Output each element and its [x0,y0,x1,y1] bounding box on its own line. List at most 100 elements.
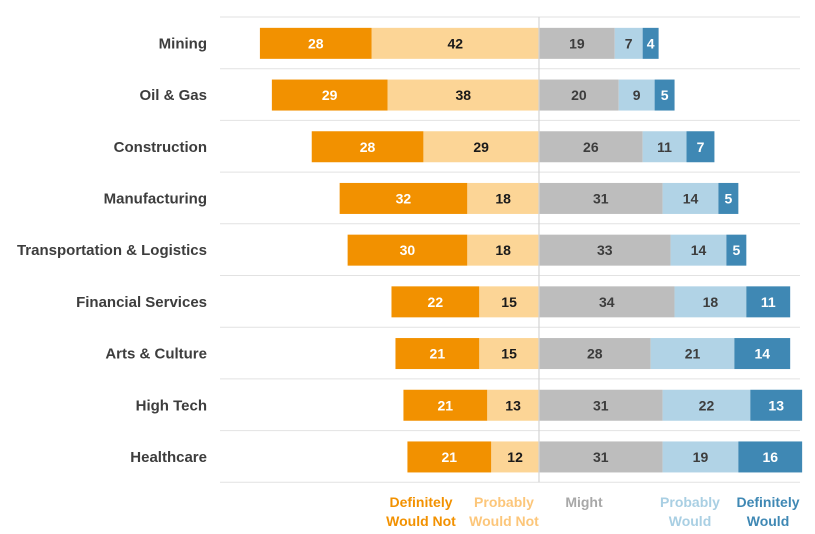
value-label-definitely-would-not-arts-and-culture: 21 [430,346,446,362]
value-label-definitely-would-not-oil-and-gas: 29 [322,87,338,103]
bar-might-manufacturing [539,182,663,214]
value-label-probably-would-high-tech: 22 [699,397,715,413]
value-label-probably-would-oil-and-gas: 9 [633,87,641,103]
bar-might-mining [539,27,615,59]
bar-definitely-would-arts-and-culture [734,338,791,370]
value-label-definitely-would-oil-and-gas: 5 [661,87,669,103]
value-label-probably-would-not-mining: 42 [447,35,463,51]
value-label-definitely-would-not-mining: 28 [308,35,324,51]
bar-probably-would-arts-and-culture [650,338,735,370]
value-label-probably-would-not-oil-and-gas: 38 [455,87,471,103]
value-label-definitely-would-not-healthcare: 21 [442,449,458,465]
value-label-probably-would-not-healthcare: 12 [507,449,523,465]
value-label-probably-would-manufacturing: 14 [683,190,699,206]
bar-probably-would-healthcare [662,441,739,473]
bar-definitely-would-not-mining [259,27,372,59]
value-label-probably-would-financial-services: 18 [703,294,719,310]
value-label-might-financial-services: 34 [599,294,615,310]
bar-definitely-would-not-high-tech [403,389,488,421]
category-label-high-tech: High Tech [136,397,207,414]
category-label-transportation-and-logistics: Transportation & Logistics [17,242,207,259]
category-label-financial-services: Financial Services [76,294,207,311]
category-label-oil-and-gas: Oil & Gas [139,87,207,104]
value-label-probably-would-construction: 11 [657,139,672,155]
legend-definitely-would-not-line-2: Would Not [386,513,456,529]
category-label-manufacturing: Manufacturing [104,190,207,207]
value-label-probably-would-transportation-and-logistics: 14 [691,242,707,258]
value-label-probably-would-not-high-tech: 13 [505,397,521,413]
bar-definitely-would-transportation-and-logistics [726,234,747,266]
value-label-might-arts-and-culture: 28 [587,346,603,362]
bar-probably-would-manufacturing [662,182,719,214]
bar-definitely-would-not-arts-and-culture [395,338,480,370]
value-label-might-healthcare: 31 [593,449,609,465]
bar-might-financial-services [539,286,675,318]
value-label-definitely-would-high-tech: 13 [768,397,784,413]
value-label-definitely-would-transportation-and-logistics: 5 [732,242,740,258]
bar-probably-would-not-mining [371,27,539,59]
value-label-definitely-would-not-manufacturing: 32 [396,190,412,206]
bar-might-construction [539,131,643,163]
bar-probably-would-transportation-and-logistics [670,234,727,266]
value-label-definitely-would-not-transportation-and-logistics: 30 [400,242,416,258]
value-label-probably-would-not-arts-and-culture: 15 [501,346,517,362]
category-label-arts-and-culture: Arts & Culture [105,346,207,363]
value-label-definitely-would-not-construction: 28 [360,139,376,155]
bar-definitely-would-healthcare [738,441,803,473]
legend-definitely-would-not-line-1: Definitely [389,494,452,510]
bar-definitely-would-not-financial-services [391,286,480,318]
bar-definitely-would-not-healthcare [407,441,492,473]
legend-definitely-would-line-2: Would [747,513,790,529]
category-label-healthcare: Healthcare [130,449,207,466]
value-label-definitely-would-not-high-tech: 21 [438,397,454,413]
bar-definitely-would-manufacturing [718,182,739,214]
legend-probably-would-line-1: Probably [660,494,720,510]
legend-definitely-would-line-1: Definitely [736,494,799,510]
bar-definitely-would-high-tech [750,389,803,421]
bar-might-healthcare [539,441,663,473]
value-label-might-oil-and-gas: 20 [571,87,587,103]
value-label-probably-would-not-construction: 29 [473,139,489,155]
value-label-definitely-would-manufacturing: 5 [724,190,732,206]
value-label-probably-would-not-transportation-and-logistics: 18 [495,242,511,258]
bar-probably-would-not-financial-services [479,286,539,318]
bar-definitely-would-not-oil-and-gas [271,79,388,111]
bar-probably-would-not-healthcare [491,441,539,473]
legend-might-line-1: Might [565,494,603,510]
bar-probably-would-construction [642,131,687,163]
value-label-definitely-would-healthcare: 16 [762,449,778,465]
value-label-probably-would-not-financial-services: 15 [501,294,517,310]
value-label-probably-would-arts-and-culture: 21 [685,346,701,362]
bar-probably-would-mining [614,27,643,59]
bar-might-oil-and-gas [539,79,619,111]
bar-probably-would-not-construction [423,131,539,163]
legend: Definitely Would Not Probably Would Not Migh… [386,494,800,529]
value-label-might-high-tech: 31 [593,397,609,413]
value-label-might-manufacturing: 31 [593,190,609,206]
bar-probably-would-not-transportation-and-logistics [467,234,539,266]
bar-definitely-would-not-manufacturing [339,182,468,214]
value-label-definitely-would-construction: 7 [697,139,705,155]
bar-definitely-would-construction [686,131,715,163]
value-label-definitely-would-mining: 4 [647,35,655,51]
category-labels: Mining Oil & Gas Construction Manufacturing… [17,35,207,466]
value-label-probably-would-not-manufacturing: 18 [495,190,511,206]
bar-probably-would-high-tech [662,389,751,421]
value-label-probably-would-mining: 7 [625,35,633,51]
bar-probably-would-not-arts-and-culture [479,338,539,370]
value-label-definitely-would-not-financial-services: 22 [428,294,444,310]
legend-probably-would-not-line-1: Probably [474,494,534,510]
bar-probably-would-financial-services [674,286,747,318]
bar-probably-would-not-oil-and-gas [387,79,539,111]
legend-probably-would-line-2: Would [669,513,712,529]
bar-definitely-would-not-transportation-and-logistics [347,234,468,266]
bar-might-arts-and-culture [539,338,651,370]
bar-definitely-would-oil-and-gas [654,79,675,111]
value-label-might-transportation-and-logistics: 33 [597,242,613,258]
category-label-mining: Mining [159,35,207,52]
bar-might-high-tech [539,389,663,421]
value-label-might-mining: 19 [569,35,585,51]
bar-definitely-would-financial-services [746,286,791,318]
